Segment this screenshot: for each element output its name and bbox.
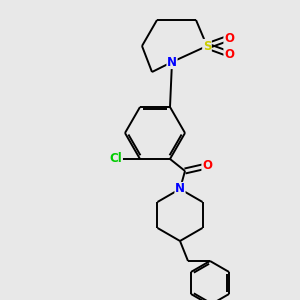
Text: Cl: Cl bbox=[110, 152, 122, 166]
Text: O: O bbox=[202, 160, 212, 172]
Text: S: S bbox=[203, 40, 211, 52]
Text: O: O bbox=[224, 47, 234, 61]
Text: N: N bbox=[175, 182, 185, 196]
Text: O: O bbox=[224, 32, 234, 44]
Text: N: N bbox=[167, 56, 177, 68]
